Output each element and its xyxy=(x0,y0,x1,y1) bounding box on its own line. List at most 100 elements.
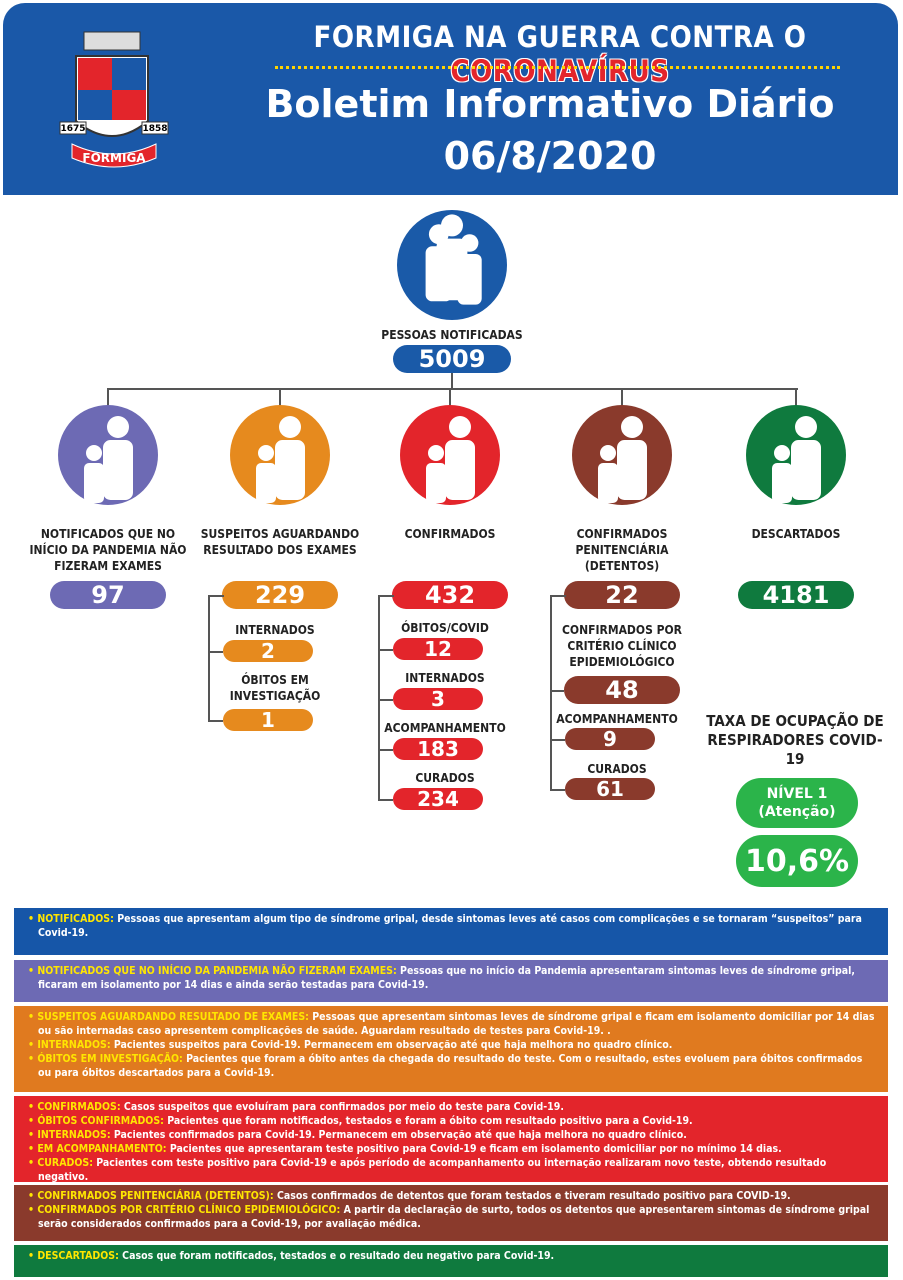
value-pill: 2 xyxy=(223,639,313,663)
item-label: INTERNADOS xyxy=(235,623,315,637)
legend-box: NOTIFICADOS: Pessoas que apresentam algu… xyxy=(14,908,888,955)
tree-line xyxy=(378,749,393,751)
legend-entry: INTERNADOS: Pacientes confirmados para C… xyxy=(28,1128,878,1142)
connector xyxy=(621,388,623,408)
legend-box: CONFIRMADOS: Casos suspeitos que evoluír… xyxy=(14,1096,888,1184)
legend-entry: NOTIFICADOS QUE NO INÍCIO DA PANDEMIA NÃ… xyxy=(28,964,878,992)
legend-box: SUSPEITOS AGUARDANDO RESULTADO DE EXAMES… xyxy=(14,1006,888,1092)
value-pill: 1 xyxy=(223,708,313,732)
people-icon xyxy=(397,210,507,320)
level-pill: NÍVEL 1 (Atenção) xyxy=(736,778,858,828)
legend-text: Casos que foram notificados, testados e … xyxy=(122,1250,555,1262)
logo: 1675 1858 FORMIGA xyxy=(59,31,169,168)
item-label: INTERNADOS xyxy=(405,671,485,685)
item-label: ÓBITOS EM INVESTIGAÇÃO xyxy=(229,673,321,703)
tree-line xyxy=(208,651,223,653)
legend-term: INTERNADOS: xyxy=(37,1039,111,1051)
connector xyxy=(449,388,451,408)
item-label: ÓBITOS/COVID xyxy=(401,621,489,635)
legend-box: CONFIRMADOS PENITENCIÁRIA (DETENTOS): Ca… xyxy=(14,1185,888,1241)
connector xyxy=(108,388,798,390)
connector xyxy=(107,388,109,408)
legend-text: Pessoas que apresentam sintomas leves de… xyxy=(38,1011,875,1037)
people-icon xyxy=(572,405,672,505)
tree-line xyxy=(550,595,552,789)
value-pill: 183 xyxy=(393,737,483,761)
logo-name: FORMIGA xyxy=(82,151,146,165)
legend-entry: SUSPEITOS AGUARDANDO RESULTADO DE EXAMES… xyxy=(28,1010,878,1038)
legend-term: SUSPEITOS AGUARDANDO RESULTADO DE EXAMES… xyxy=(37,1011,309,1023)
respirator-title: TAXA DE OCUPAÇÃO DE RESPIRADORES COVID-1… xyxy=(706,712,884,768)
legend-text: A partir da declaração de surto, todos o… xyxy=(38,1204,870,1230)
value-pill: 5009 xyxy=(393,345,511,373)
people-icon xyxy=(400,405,500,505)
value-pill: 61 xyxy=(565,777,655,801)
header xyxy=(3,3,898,195)
value-pill: 48 xyxy=(564,676,680,704)
legend-entry: CONFIRMADOS: Casos suspeitos que evoluír… xyxy=(28,1100,878,1114)
legend-term: CONFIRMADOS: xyxy=(37,1101,121,1113)
level: NÍVEL 1 xyxy=(766,786,828,802)
legend-entry: CURADOS: Pacientes com teste positivo pa… xyxy=(28,1156,878,1184)
legend-text: Pacientes confirmados para Covid-19. Per… xyxy=(113,1129,687,1141)
item-label: CURADOS xyxy=(415,771,475,785)
tree-line xyxy=(550,595,566,597)
legend-term: ÓBITOS CONFIRMADOS: xyxy=(37,1115,164,1127)
legend-text: Pacientes com teste positivo para Covid-… xyxy=(38,1157,827,1183)
group-label: NOTIFICADOS QUE NO INÍCIO DA PANDEMIA NÃ… xyxy=(29,527,187,573)
date: 06/8/2020 xyxy=(443,134,657,178)
value-pill: 4181 xyxy=(738,581,854,609)
tree-line xyxy=(550,739,565,741)
value-pill: 97 xyxy=(50,581,166,609)
legend-text: Pessoas que apresentam algum tipo de sín… xyxy=(38,913,862,939)
legend-term: INTERNADOS: xyxy=(37,1129,111,1141)
title-part: FORMIGA NA GUERRA CONTRA O xyxy=(313,20,807,54)
legend-term: CONFIRMADOS POR CRITÉRIO CLÍNICO EPIDEMI… xyxy=(37,1204,341,1216)
logo-year: 1675 xyxy=(60,124,85,134)
legend-entry: ÓBITOS EM INVESTIGAÇÃO: Pacientes que fo… xyxy=(28,1052,878,1080)
item-label: CONFIRMADOS POR CRITÉRIO CLÍNICO EPIDEMI… xyxy=(561,623,682,669)
value-pill: 22 xyxy=(564,581,680,609)
legend-term: NOTIFICADOS QUE NO INÍCIO DA PANDEMIA NÃ… xyxy=(37,965,397,977)
tree-line xyxy=(378,595,394,597)
legend-entry: INTERNADOS: Pacientes suspeitos para Cov… xyxy=(28,1038,878,1052)
legend-term: DESCARTADOS: xyxy=(37,1250,119,1262)
legend-text: Pacientes suspeitos para Covid-19. Perma… xyxy=(113,1039,673,1051)
legend-text: Casos confirmados de detentos que foram … xyxy=(276,1190,791,1202)
legend-text: Pessoas que no início da Pandemia aprese… xyxy=(38,965,855,991)
value-pill: 9 xyxy=(565,727,655,751)
connector xyxy=(279,388,281,408)
group-label: SUSPEITOS AGUARDANDO RESULTADO DOS EXAME… xyxy=(200,527,360,557)
tree-line xyxy=(550,690,564,692)
legend-text: Casos suspeitos que evoluíram para confi… xyxy=(123,1101,564,1113)
people-icon xyxy=(746,405,846,505)
value-pill: 10,6% xyxy=(736,835,858,887)
item-label: ACOMPANHAMENTO xyxy=(556,712,678,726)
legend-term: CURADOS: xyxy=(37,1157,93,1169)
legend-text: Pacientes que apresentaram teste positiv… xyxy=(169,1143,782,1155)
legend-entry: EM ACOMPANHAMENTO: Pacientes que apresen… xyxy=(28,1142,878,1156)
legend-term: EM ACOMPANHAMENTO: xyxy=(37,1143,167,1155)
tree-line xyxy=(208,595,224,597)
group-label: DESCARTADOS xyxy=(751,527,841,541)
legend-text: Pacientes que foram a óbito antes da che… xyxy=(38,1053,863,1079)
legend-text: Pacientes que foram notificados, testado… xyxy=(167,1115,693,1127)
legend-box: DESCARTADOS: Casos que foram notificados… xyxy=(14,1245,888,1277)
connector xyxy=(795,388,797,408)
value-pill: 12 xyxy=(393,637,483,661)
legend-term: ÓBITOS EM INVESTIGAÇÃO: xyxy=(37,1053,183,1065)
legend-entry: DESCARTADOS: Casos que foram notificados… xyxy=(28,1249,878,1263)
main-label: PESSOAS NOTIFICADAS xyxy=(381,328,523,342)
item-label: ACOMPANHAMENTO xyxy=(384,721,506,735)
people-icon xyxy=(58,405,158,505)
subtitle: Boletim Informativo Diário xyxy=(265,82,835,126)
value-pill: 432 xyxy=(392,581,508,609)
legend-entry: ÓBITOS CONFIRMADOS: Pacientes que foram … xyxy=(28,1114,878,1128)
value-pill: 3 xyxy=(393,687,483,711)
tree-line xyxy=(550,789,565,791)
group-label: CONFIRMADOS PENITENCIÁRIA (DETENTOS) xyxy=(575,527,669,573)
connector xyxy=(451,373,453,389)
logo-year: 1858 xyxy=(142,124,167,134)
tree-line xyxy=(378,595,380,799)
tree-line xyxy=(208,720,223,722)
